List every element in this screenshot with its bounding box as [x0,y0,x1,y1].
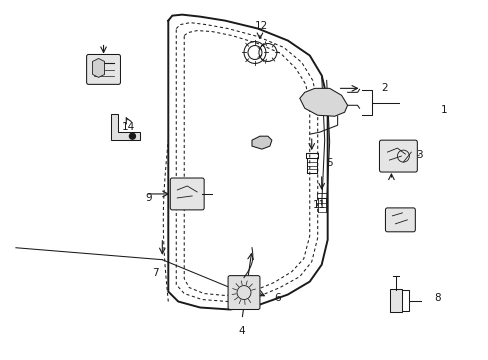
Text: 8: 8 [433,293,440,302]
Text: 2: 2 [380,84,387,93]
Text: 1: 1 [440,105,447,115]
Text: 9: 9 [145,193,152,203]
FancyBboxPatch shape [227,276,260,310]
Text: 5: 5 [325,158,332,168]
FancyBboxPatch shape [379,140,416,172]
Circle shape [129,133,135,139]
Polygon shape [251,136,271,149]
Polygon shape [92,58,104,77]
FancyBboxPatch shape [86,54,120,84]
Text: 14: 14 [122,122,135,132]
Polygon shape [110,114,140,140]
Polygon shape [299,88,347,116]
FancyBboxPatch shape [389,289,402,312]
FancyBboxPatch shape [170,178,203,210]
Text: 6: 6 [274,293,281,302]
Text: 13: 13 [102,58,115,68]
Text: 11: 11 [312,200,325,210]
Text: 12: 12 [255,21,268,31]
Text: 7: 7 [152,267,158,278]
Text: 4: 4 [238,327,245,336]
FancyBboxPatch shape [385,208,414,232]
Text: 3: 3 [415,150,422,160]
Text: 10: 10 [402,212,415,222]
